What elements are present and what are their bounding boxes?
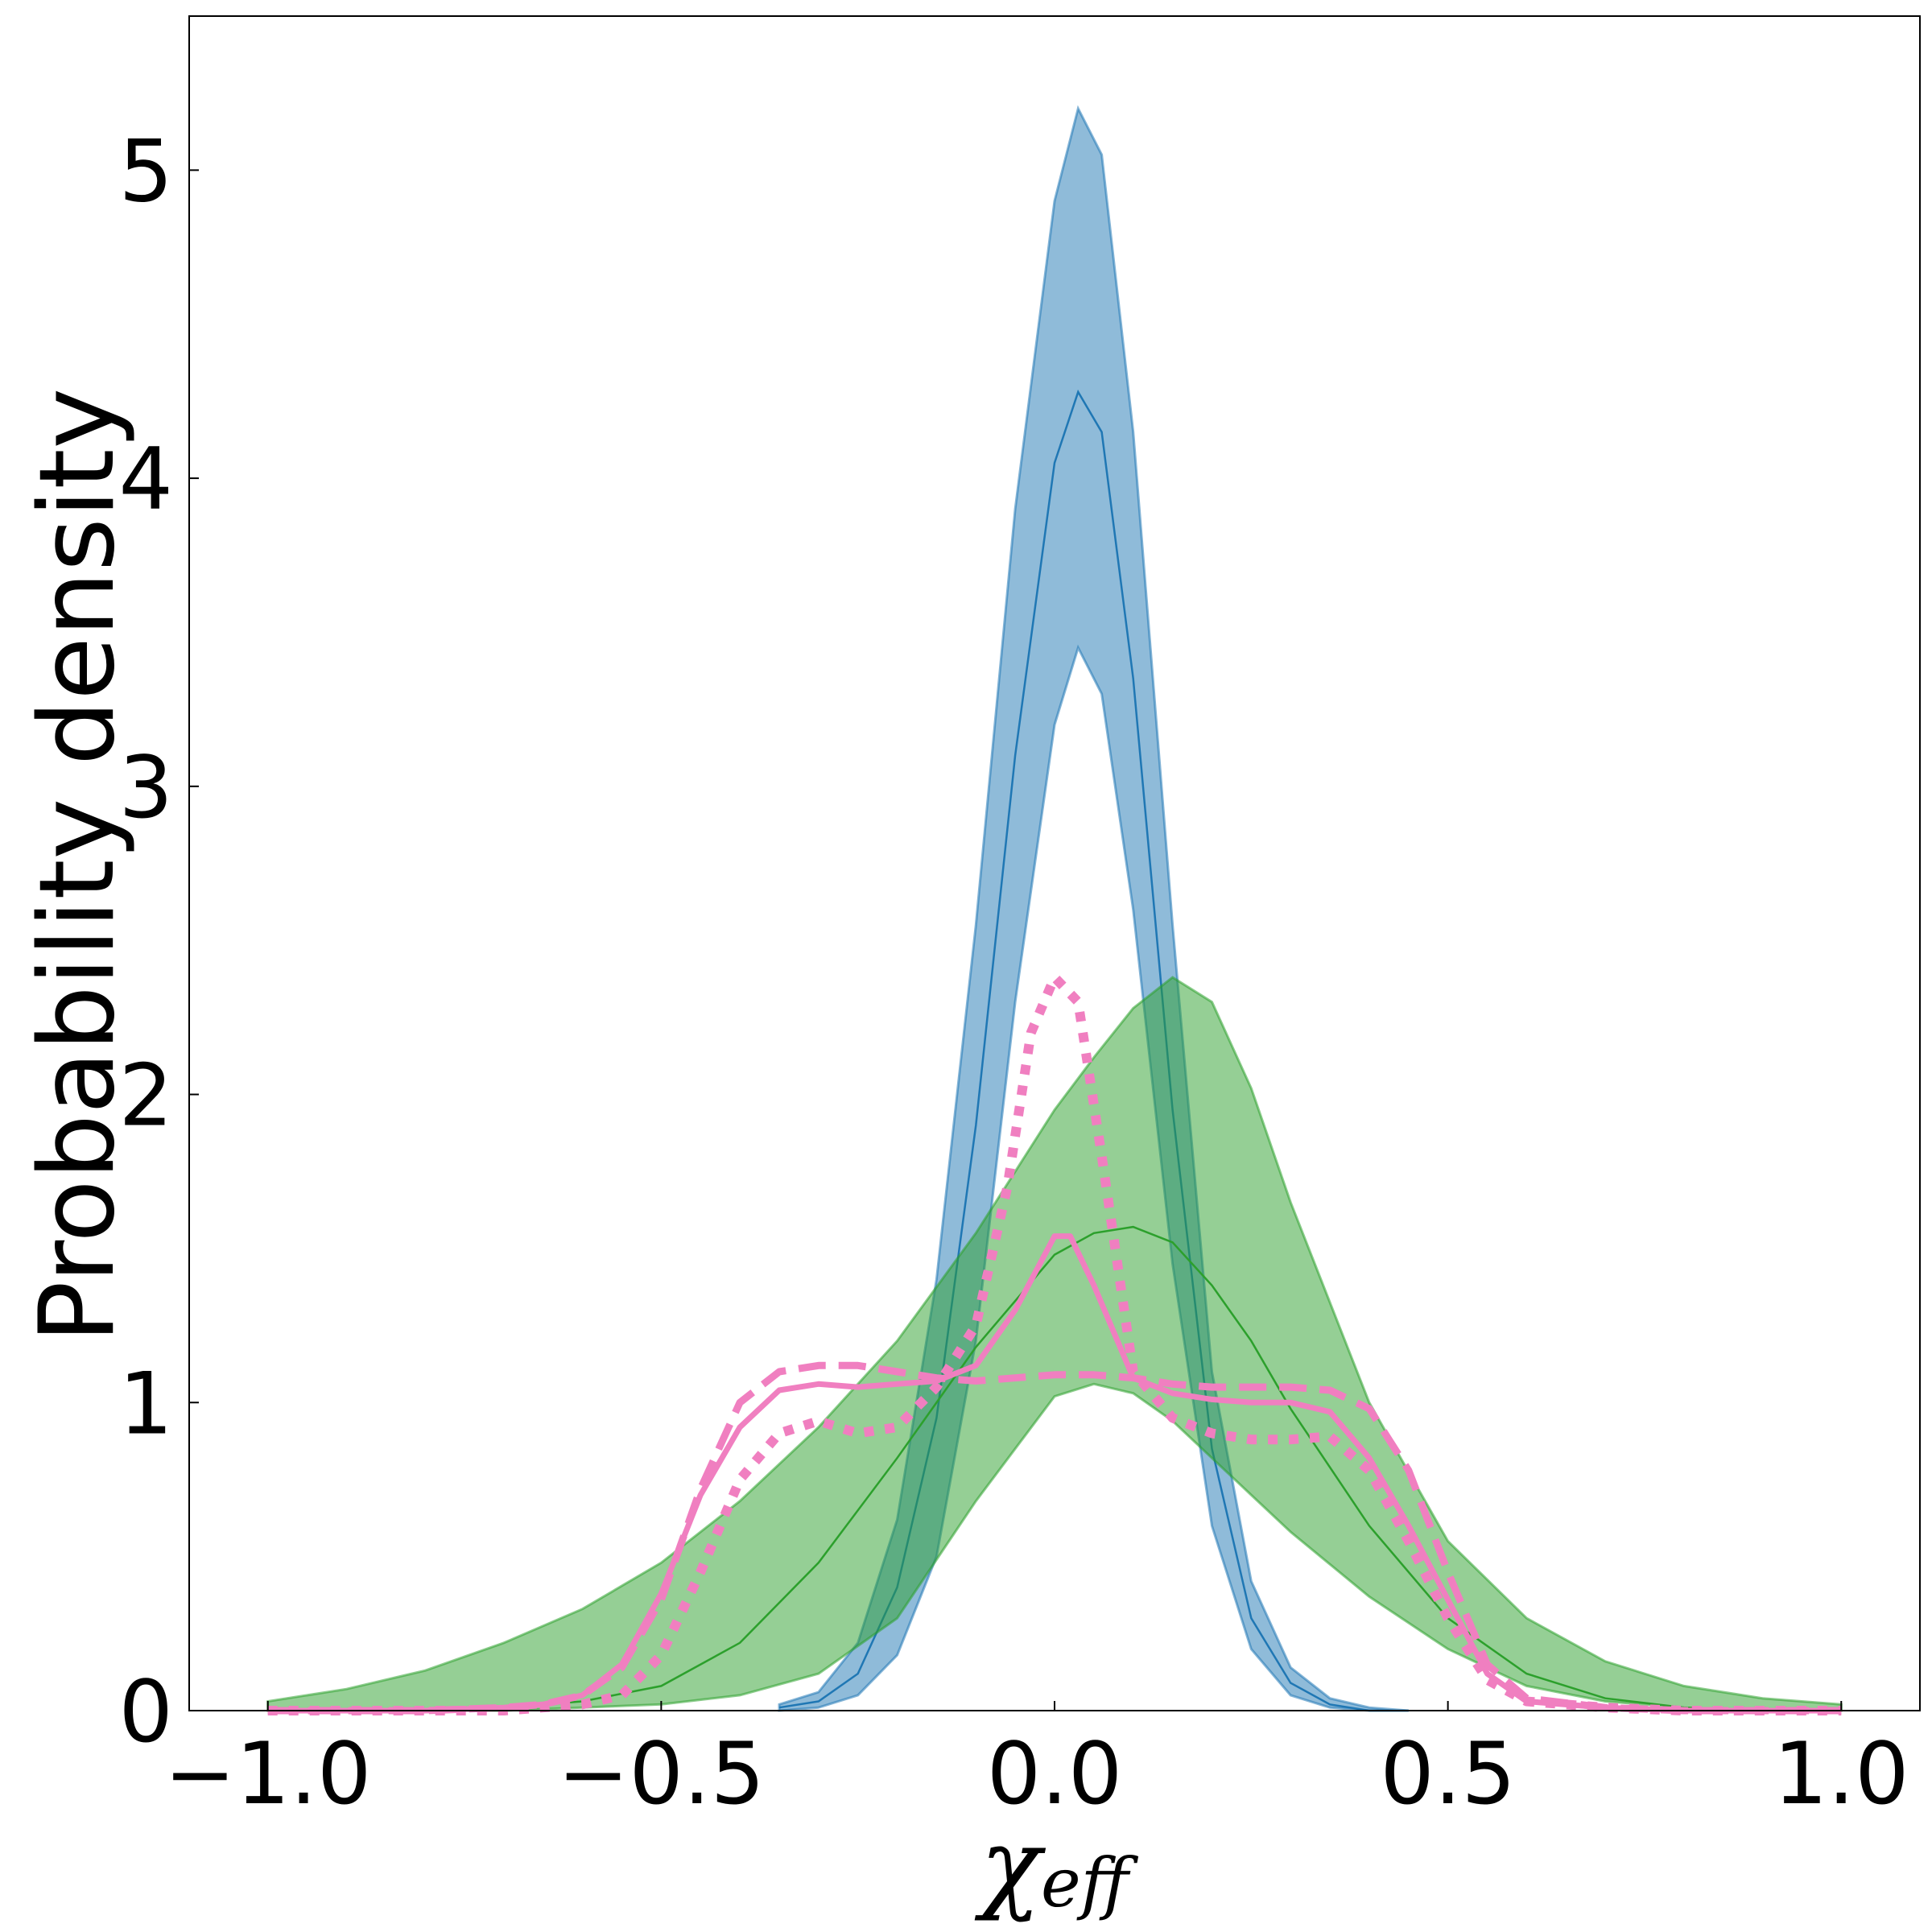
y-tick-label: 3 (119, 738, 173, 837)
y-tick-label: 1 (119, 1354, 173, 1453)
band-green-area (266, 976, 1843, 1712)
x-axis-label: χeff (974, 1808, 1139, 1924)
x-axis-label-subscript: eff (1041, 1843, 1139, 1922)
x-tick-label: 0.0 (987, 1724, 1123, 1823)
x-tick-label: −1.0 (164, 1724, 371, 1823)
x-axis-label-main: χ (974, 1808, 1046, 1924)
y-tick-label: 4 (119, 430, 173, 529)
lines-layer (267, 972, 1842, 1715)
series-dotted-line (267, 972, 1842, 1715)
ticks-layer: −1.0 −0.5 0.0 0.5 1.0 0 1 2 3 4 5 (119, 122, 1909, 1823)
series-solid-line (267, 1233, 1842, 1714)
y-axis-label: Probability density (18, 388, 138, 1344)
y-tick-label: 0 (119, 1662, 173, 1761)
x-tick-label: 1.0 (1773, 1724, 1909, 1823)
series-dashed-line (267, 1361, 1842, 1715)
x-tick-label: −0.5 (558, 1724, 765, 1823)
x-tick-label: 0.5 (1380, 1724, 1516, 1823)
y-tick-label: 5 (119, 122, 173, 221)
y-tick-label: 2 (119, 1046, 173, 1146)
bands-layer (266, 105, 1843, 1712)
